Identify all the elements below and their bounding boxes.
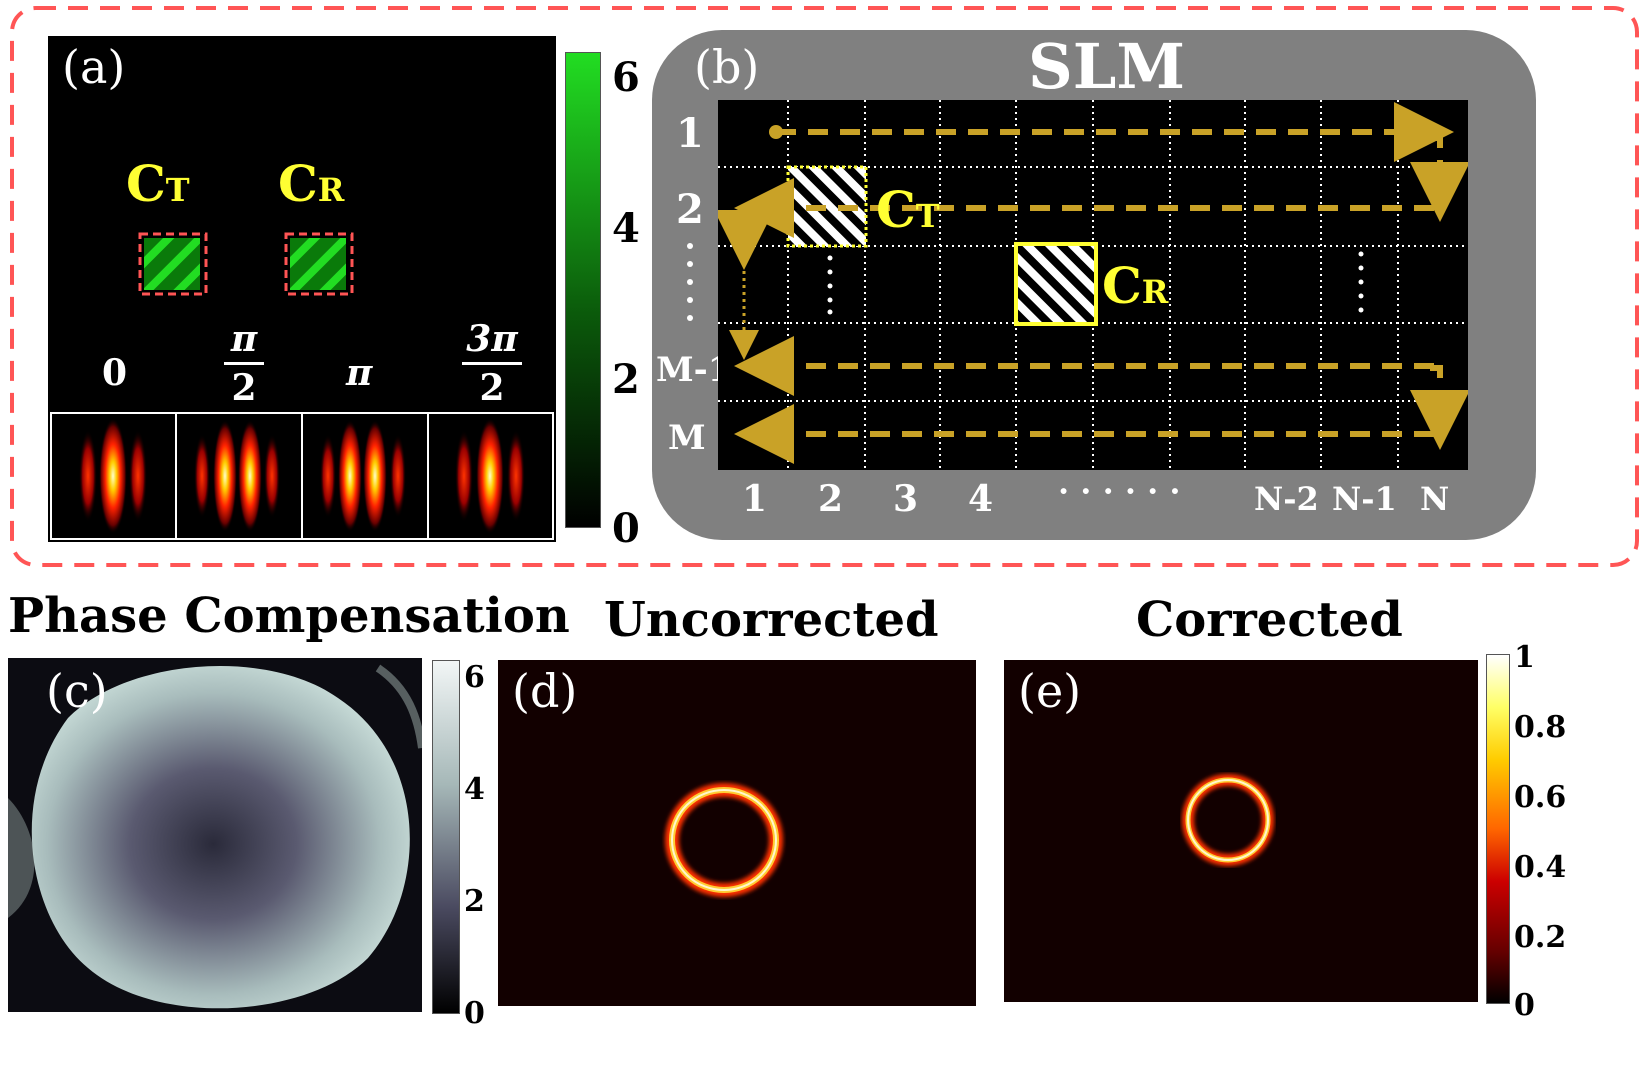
cbar-a-tick-6: 6 <box>612 54 640 101</box>
cbar-e-tick-0.2: 0.2 <box>1514 920 1567 955</box>
cbar-c-tick-6: 6 <box>464 660 485 695</box>
panel-c-colorbar <box>432 660 460 1014</box>
phase-label-3pi-half: 3π 2 <box>462 318 522 409</box>
panel-a: (a) CT CR 0 π 2 π 3π 2 <box>48 36 556 542</box>
cbar-c-tick-4: 4 <box>464 772 485 807</box>
title-corrected: Corrected <box>1136 592 1403 648</box>
panel-d-letter: (d) <box>512 664 578 718</box>
panel-d-uncorrected-ring <box>498 660 976 1006</box>
panel-c-letter: (c) <box>46 664 108 718</box>
fringe-strip <box>50 412 554 540</box>
panel-b-letter: (b) <box>694 40 760 94</box>
title-phase-compensation: Phase Compensation <box>8 588 570 644</box>
cbar-a-tick-0: 0 <box>612 505 640 552</box>
phase-label-0: 0 <box>102 352 128 394</box>
cbar-e-tick-0.6: 0.6 <box>1514 780 1567 815</box>
ct-label-b: CT <box>876 180 940 239</box>
col-label-1: 1 <box>742 478 768 520</box>
col-label-n-2: N-2 <box>1254 480 1319 518</box>
cr-grating-patch <box>284 232 354 296</box>
phase-label-pi: π <box>346 352 373 394</box>
slm-grid <box>718 100 1468 470</box>
cbar-c-tick-2: 2 <box>464 884 485 919</box>
row-ellipsis <box>687 243 693 321</box>
panel-a-colorbar <box>565 52 601 528</box>
slm-title: SLM <box>1028 30 1185 103</box>
cbar-e-tick-1: 1 <box>1514 640 1535 675</box>
row-label-1: 1 <box>676 110 704 157</box>
col-label-n-1: N-1 <box>1332 480 1397 518</box>
col-label-2: 2 <box>818 478 844 520</box>
col-label-4: 4 <box>968 478 994 520</box>
cbar-e-tick-0: 0 <box>1514 988 1535 1023</box>
panel-c-phase-map <box>8 658 422 1012</box>
cbar-a-tick-4: 4 <box>612 205 640 252</box>
cbar-e-tick-0.8: 0.8 <box>1514 710 1567 745</box>
col-label-3: 3 <box>893 478 919 520</box>
cr-label-a: CR <box>278 154 345 213</box>
cbar-a-tick-2: 2 <box>612 356 640 403</box>
col-ellipsis: · · · · · · <box>1058 472 1181 510</box>
row-label-m: M <box>668 418 706 458</box>
col-label-n: N <box>1420 480 1450 518</box>
panel-e-letter: (e) <box>1018 664 1082 718</box>
cr-label-b: CR <box>1102 256 1169 315</box>
cbar-e-tick-0.4: 0.4 <box>1514 850 1567 885</box>
panel-a-letter: (a) <box>62 40 126 94</box>
top-dashed-frame <box>10 6 1639 567</box>
cbar-c-tick-0: 0 <box>464 996 485 1031</box>
phase-label-pi-half: π 2 <box>224 318 264 409</box>
row-label-2: 2 <box>676 186 704 233</box>
panel-e-colorbar <box>1486 654 1510 1004</box>
panel-e-corrected-ring <box>1004 660 1478 1002</box>
title-uncorrected: Uncorrected <box>604 592 939 648</box>
ct-label-a: CT <box>126 154 190 213</box>
ct-grating-patch <box>138 232 208 296</box>
